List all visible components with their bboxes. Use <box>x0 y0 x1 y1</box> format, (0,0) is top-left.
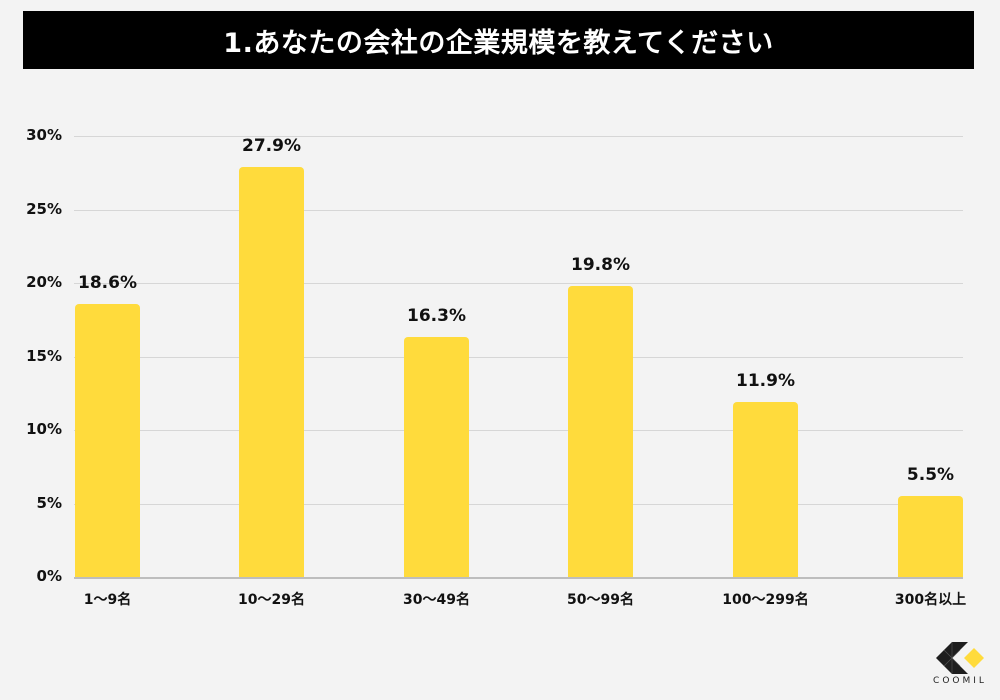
y-tick-label: 20% <box>26 273 62 291</box>
bar <box>898 496 963 577</box>
bar-value-label: 19.8% <box>571 254 630 275</box>
gridline <box>74 356 963 358</box>
x-category-label: 10〜29名 <box>238 592 305 608</box>
y-tick-label: 10% <box>26 420 62 438</box>
bar-value-label: 18.6% <box>78 272 137 293</box>
y-tick-label: 25% <box>26 199 62 218</box>
bar <box>75 303 140 577</box>
bar <box>733 402 798 577</box>
bar-value-label: 27.9% <box>242 135 301 156</box>
gridline <box>74 503 963 505</box>
gridline <box>74 283 963 284</box>
gridline <box>74 430 963 431</box>
x-category-label: 300名以上 <box>894 592 967 608</box>
x-category-label: 50〜99名 <box>567 592 634 608</box>
logo-text: COOMIL <box>933 676 987 686</box>
y-tick-label: 30% <box>26 126 62 144</box>
x-category-label: 30〜49名 <box>403 592 470 608</box>
bar <box>404 337 469 577</box>
gridline <box>74 209 963 211</box>
bar-value-label: 11.9% <box>736 371 795 392</box>
y-tick-label: 0% <box>36 567 62 585</box>
coomil-logo-icon <box>936 642 984 674</box>
bar-value-label: 16.3% <box>407 306 466 327</box>
chart-title: 1.あなたの会社の企業規模を教えてください <box>23 11 974 69</box>
bar <box>568 285 633 577</box>
x-axis-line <box>74 577 963 579</box>
y-tick-label: 15% <box>26 346 62 365</box>
bar-value-label: 5.5% <box>906 465 955 486</box>
gridline <box>74 136 963 137</box>
x-category-label: 1〜9名 <box>83 592 132 608</box>
bar <box>239 166 304 577</box>
y-tick-label: 5% <box>36 493 62 512</box>
x-category-label: 100〜299名 <box>722 592 809 608</box>
